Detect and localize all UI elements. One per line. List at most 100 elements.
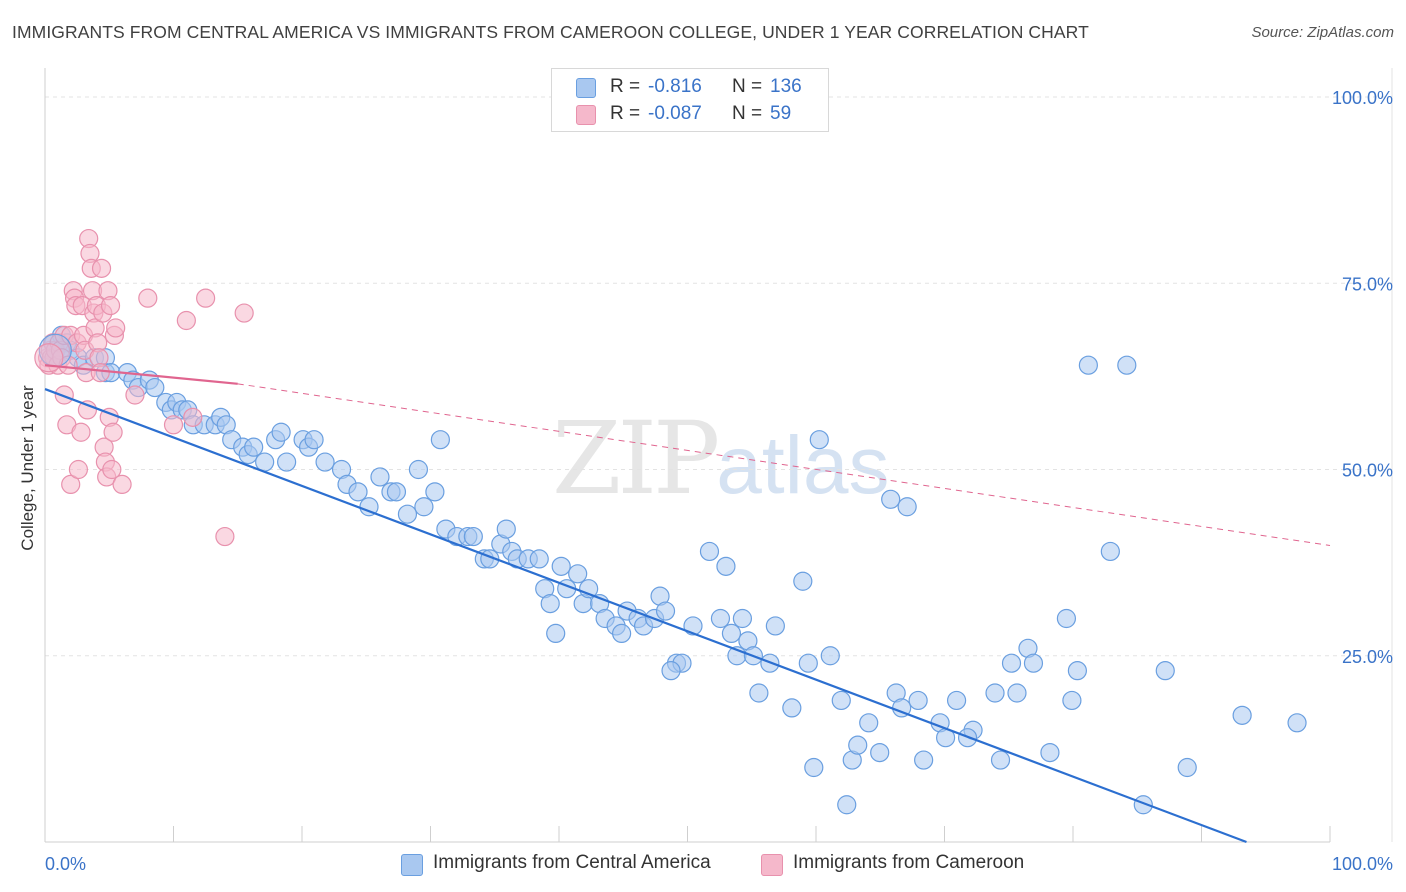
point-central-america: [661, 661, 681, 681]
source-label: Source: ZipAtlas.com: [1251, 24, 1394, 41]
legend-swatch-central-america: [401, 854, 423, 876]
point-central-america: [145, 377, 165, 398]
point-cameroon: [138, 288, 158, 308]
point-central-america: [716, 556, 736, 576]
point-cameroon: [102, 459, 122, 480]
point-central-america: [870, 742, 890, 763]
point-central-america: [831, 690, 851, 711]
point-central-america: [408, 459, 429, 480]
point-central-america: [425, 482, 445, 502]
trendline-central-america: [44, 388, 1247, 844]
point-central-america: [496, 519, 516, 539]
point-cameroon: [215, 526, 235, 547]
point-central-america: [655, 601, 676, 621]
point-central-america: [1232, 705, 1252, 725]
r-value: -0.087: [648, 103, 702, 124]
trendline-cameroon-extension: [237, 383, 1331, 546]
watermark-atlas: atlas: [716, 420, 890, 511]
point-central-america: [798, 653, 818, 673]
point-central-america: [908, 690, 928, 711]
point-central-america: [985, 683, 1005, 703]
point-central-america: [990, 750, 1011, 770]
point-central-america: [1040, 742, 1060, 763]
watermark-zip: ZIP: [552, 400, 720, 517]
n-label: N =: [732, 76, 763, 97]
x-tick-label: 0.0%: [45, 854, 86, 874]
point-central-america: [315, 452, 335, 472]
stats-legend: R = -0.816 N = 136 R = -0.087 N = 59: [551, 68, 829, 132]
point-central-america: [463, 526, 483, 547]
n-label: N =: [732, 103, 763, 124]
point-cameroon: [91, 258, 112, 278]
point-cameroon: [176, 310, 196, 331]
n-value: 136: [770, 76, 802, 97]
point-central-america: [881, 489, 901, 509]
point-central-america: [804, 757, 824, 778]
point-central-america: [540, 593, 560, 614]
chart-title: IMMIGRANTS FROM CENTRAL AMERICA VS IMMIG…: [12, 22, 1089, 42]
legend-swatch-cameroon: [761, 854, 783, 876]
point-cameroon: [196, 288, 216, 308]
r-value: -0.816: [648, 76, 702, 97]
point-cameroon: [61, 474, 81, 494]
point-cameroon: [71, 422, 91, 442]
point-central-america: [1078, 355, 1098, 375]
swatch-cameroon: [576, 105, 596, 125]
point-central-america: [244, 437, 264, 457]
point-central-america: [1177, 757, 1197, 778]
point-central-america: [1007, 683, 1027, 703]
point-central-america: [271, 422, 291, 442]
point-central-america: [277, 452, 297, 472]
y-tick-label: 75.0%: [1342, 274, 1393, 294]
point-cameroon: [68, 459, 89, 480]
point-central-america: [546, 623, 566, 644]
point-central-america: [897, 497, 917, 517]
legend-label-central-america: Immigrants from Central America: [433, 852, 711, 873]
point-central-america: [414, 497, 434, 517]
point-central-america: [793, 571, 813, 591]
point-cameroon: [112, 474, 132, 494]
point-central-america: [837, 795, 857, 815]
point-cameroon: [183, 407, 203, 427]
point-central-america: [683, 616, 703, 636]
point-cameroon: [90, 363, 110, 383]
point-cameroon: [106, 318, 126, 338]
point-cameroon: [103, 422, 123, 442]
point-central-america: [809, 430, 829, 450]
point-cameroon: [34, 343, 64, 373]
point-cameroon: [77, 400, 98, 420]
point-central-america: [765, 616, 785, 636]
legend-label-cameroon: Immigrants from Cameroon: [793, 852, 1025, 873]
point-central-america: [782, 698, 802, 718]
r-label: R =: [610, 103, 641, 124]
point-central-america: [710, 608, 731, 629]
point-central-america: [1155, 661, 1175, 681]
point-central-america: [551, 556, 571, 576]
swatch-central-america: [576, 78, 596, 98]
point-central-america: [397, 504, 418, 524]
r-label: R =: [610, 76, 641, 97]
point-central-america: [1287, 713, 1307, 733]
point-central-america: [568, 564, 588, 584]
point-central-america: [386, 482, 407, 502]
point-cameroon: [54, 385, 74, 405]
point-central-america: [1067, 661, 1087, 681]
point-central-america: [430, 430, 450, 450]
point-central-america: [1023, 653, 1044, 673]
point-central-america: [721, 623, 742, 644]
point-central-america: [1001, 653, 1022, 673]
point-central-america: [1062, 690, 1082, 711]
n-value: 59: [770, 103, 792, 124]
watermark: ZIPatlas: [552, 400, 890, 517]
point-central-america: [859, 713, 879, 733]
point-central-america: [699, 541, 720, 562]
point-cameroon: [100, 296, 121, 316]
point-cameroon: [163, 415, 184, 435]
point-central-america: [732, 608, 753, 629]
point-central-america: [612, 623, 632, 644]
point-central-america: [529, 549, 549, 569]
y-tick-label: 25.0%: [1342, 647, 1393, 667]
x-tick-label: 100.0%: [1332, 854, 1393, 874]
point-central-america: [370, 467, 390, 487]
